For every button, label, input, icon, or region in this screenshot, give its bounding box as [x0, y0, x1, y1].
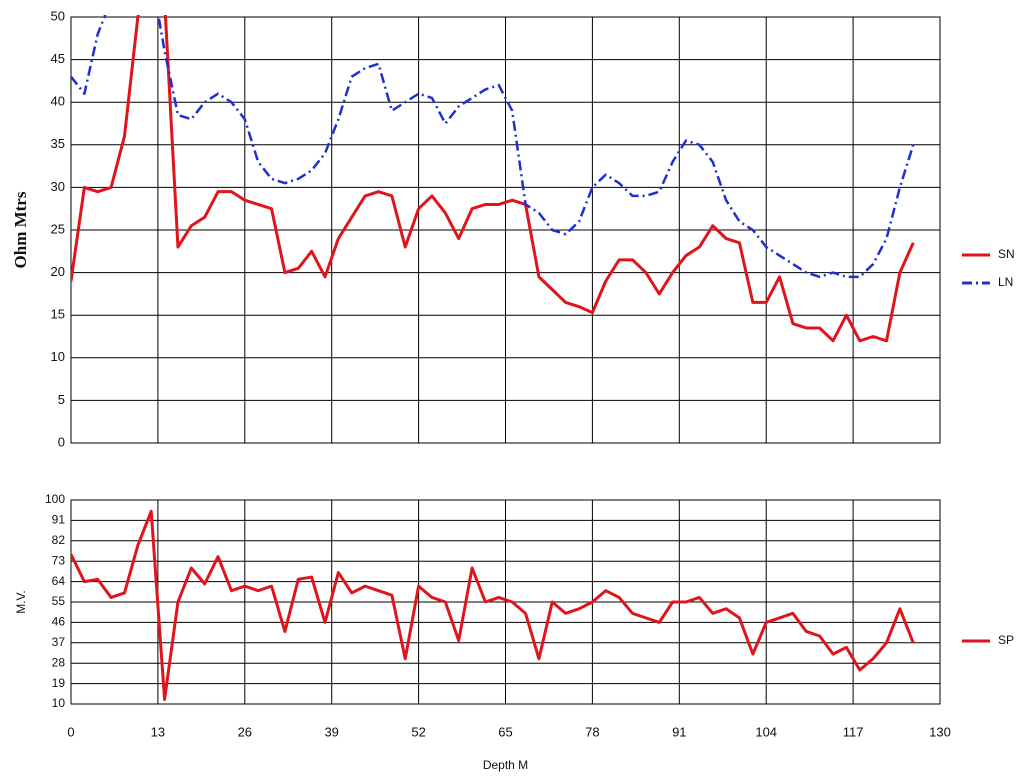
- y-axis-label: Ohm Mtrs: [11, 191, 30, 268]
- y-tick-label: 30: [51, 179, 65, 194]
- x-tick-label: 65: [498, 724, 512, 739]
- y-tick-label: 91: [52, 513, 66, 527]
- y-tick-label: 28: [52, 655, 66, 669]
- series-line: [71, 509, 915, 701]
- plot-frame: [70, 16, 941, 444]
- y-axis-label: M.V.: [14, 590, 28, 614]
- y-tick-label: 73: [52, 553, 66, 567]
- x-tick-label: 52: [411, 724, 425, 739]
- x-tick-label: 91: [672, 724, 686, 739]
- y-tick-label: 19: [52, 676, 66, 690]
- y-tick-label: 45: [51, 51, 65, 66]
- y-tick-label: 25: [51, 221, 65, 236]
- y-tick-label: 55: [52, 594, 66, 608]
- y-tick-label: 64: [52, 574, 66, 588]
- x-tick-label: 39: [324, 724, 338, 739]
- y-tick-label: 5: [58, 392, 65, 407]
- y-tick-label: 10: [51, 349, 65, 364]
- y-tick-label: 0: [58, 434, 65, 449]
- series-line: [71, 15, 915, 343]
- y-tick-label: 37: [52, 635, 66, 649]
- legend-label: SN: [998, 247, 1015, 261]
- y-tick-label: 40: [51, 94, 65, 109]
- y-tick-label: 50: [51, 8, 65, 23]
- x-tick-label: 130: [929, 724, 951, 739]
- x-tick-label: 78: [585, 724, 599, 739]
- y-tick-label: 10: [52, 696, 66, 710]
- plot-frame: [70, 499, 941, 705]
- y-tick-label: 46: [52, 615, 66, 629]
- y-tick-label: 20: [51, 264, 65, 279]
- x-tick-label: 117: [843, 724, 864, 739]
- x-tick-label: 104: [755, 724, 777, 739]
- x-tick-label: 13: [151, 724, 165, 739]
- x-axis-label: Depth M: [483, 758, 528, 772]
- series-line: [71, 15, 915, 279]
- y-tick-label: 15: [51, 307, 65, 322]
- y-tick-label: 100: [45, 492, 65, 506]
- legend-label: LN: [998, 275, 1013, 289]
- y-tick-label: 35: [51, 136, 65, 151]
- x-tick-label: 26: [238, 724, 252, 739]
- y-tick-label: 82: [52, 533, 66, 547]
- x-tick-label: 0: [67, 724, 74, 739]
- legend-label: SP: [998, 633, 1014, 647]
